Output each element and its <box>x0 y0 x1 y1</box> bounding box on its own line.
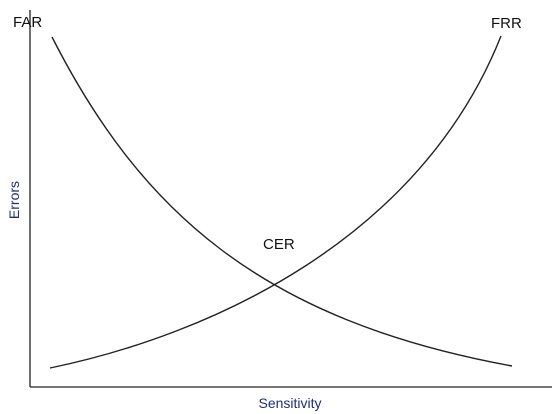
y-axis-label: Errors <box>6 181 22 219</box>
frr-label: FRR <box>491 15 522 32</box>
frr-curve <box>49 35 502 369</box>
far-curve <box>51 36 513 367</box>
cer-label: CER <box>263 236 295 253</box>
x-axis-label: Sensitivity <box>258 395 321 411</box>
far-label: FAR <box>13 14 42 31</box>
